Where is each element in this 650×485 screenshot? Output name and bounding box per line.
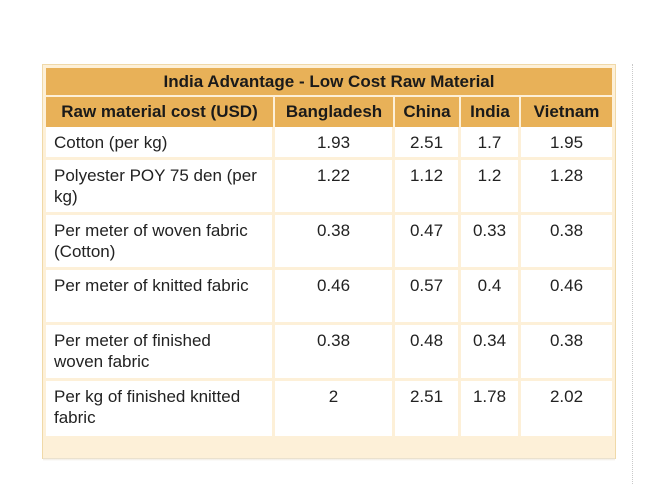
table-row: Per kg of finished knitted fabric 2 2.51… [46,381,613,436]
row-label: Per meter of knitted fabric [46,270,275,325]
cell-china: 0.47 [395,215,461,270]
cell-bangladesh: 0.46 [275,270,395,325]
cell-india: 0.33 [461,215,521,270]
cell-china: 2.51 [395,381,461,436]
cell-vietnam: 0.38 [521,325,613,381]
row-label: Per meter of finished woven fabric [46,325,275,381]
table-row: Cotton (per kg) 1.93 2.51 1.7 1.95 [46,127,613,160]
column-header-raw-material: Raw material cost (USD) [46,97,275,127]
cell-china: 1.12 [395,160,461,215]
cell-bangladesh: 0.38 [275,325,395,381]
cell-china: 0.57 [395,270,461,325]
cell-india: 1.2 [461,160,521,215]
table-title: India Advantage - Low Cost Raw Material [46,68,613,97]
row-label: Cotton (per kg) [46,127,275,160]
cell-china: 0.48 [395,325,461,381]
table-row: Polyester POY 75 den (per kg) 1.22 1.12 … [46,160,613,215]
cell-india: 0.34 [461,325,521,381]
raw-material-cost-table: India Advantage - Low Cost Raw Material … [46,68,613,436]
cell-bangladesh: 1.93 [275,127,395,160]
cell-china: 2.51 [395,127,461,160]
column-header-bangladesh: Bangladesh [275,97,395,127]
cell-vietnam: 2.02 [521,381,613,436]
table-row: Per meter of woven fabric (Cotton) 0.38 … [46,215,613,270]
cell-vietnam: 1.95 [521,127,613,160]
column-header-china: China [395,97,461,127]
page-divider [632,64,633,484]
table-row: Per meter of knitted fabric 0.46 0.57 0.… [46,270,613,325]
cell-india: 1.78 [461,381,521,436]
cell-vietnam: 0.38 [521,215,613,270]
row-label: Per meter of woven fabric (Cotton) [46,215,275,270]
cell-vietnam: 1.28 [521,160,613,215]
cell-india: 1.7 [461,127,521,160]
cell-bangladesh: 0.38 [275,215,395,270]
cell-india: 0.4 [461,270,521,325]
cell-bangladesh: 1.22 [275,160,395,215]
row-label: Per kg of finished knitted fabric [46,381,275,436]
column-header-vietnam: Vietnam [521,97,613,127]
raw-material-cost-card: India Advantage - Low Cost Raw Material … [42,64,616,461]
cell-bangladesh: 2 [275,381,395,436]
column-header-india: India [461,97,521,127]
table-row: Per meter of finished woven fabric 0.38 … [46,325,613,381]
row-label: Polyester POY 75 den (per kg) [46,160,275,215]
cell-vietnam: 0.46 [521,270,613,325]
